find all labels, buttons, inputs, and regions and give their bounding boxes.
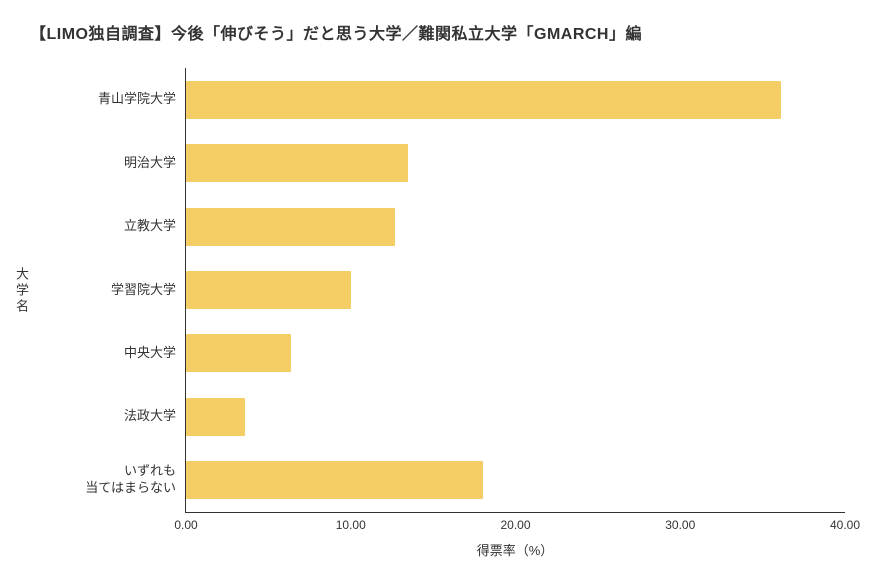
chart-row: 青山学院大学: [98, 68, 845, 131]
x-tick-label: 30.00: [665, 518, 696, 532]
chart-row: 立教大学: [124, 195, 845, 258]
bar: [186, 270, 351, 309]
x-tick-label: 0.00: [174, 518, 198, 532]
category-label: 立教大学: [123, 218, 176, 234]
category-label: 学習院大学: [110, 281, 176, 297]
y-axis-title: 大学名: [14, 266, 29, 315]
bar: [186, 207, 396, 246]
bar-rows: 青山学院大学明治大学立教大学学習院大学中央大学法政大学いずれも 当てはまらない: [85, 68, 845, 512]
category-label: 明治大学: [123, 154, 176, 170]
category-label: 法政大学: [123, 408, 176, 424]
category-label: いずれも 当てはまらない: [85, 463, 176, 496]
chart-row: いずれも 当てはまらない: [85, 449, 845, 512]
x-axis-title: 得票率（%）: [476, 543, 554, 558]
bar: [186, 397, 246, 436]
bar: [186, 461, 483, 500]
plot-area: 青山学院大学 明治大学 立教大学 学習院大学 中央大学 法政大学 いずれも 当てはまらない …: [85, 68, 860, 532]
chart-row: 法政大学: [124, 385, 845, 448]
x-tick-label: 20.00: [500, 518, 531, 532]
chart-row: 中央大学: [124, 322, 845, 385]
category-label: 青山学院大学: [97, 91, 176, 107]
bar: [186, 144, 409, 183]
category-label: 中央大学: [123, 344, 176, 360]
x-axis-ticks: 0.00 10.00 20.00 30.00 40.00: [174, 512, 860, 532]
x-tick-label: 40.00: [829, 518, 861, 532]
bar: [186, 80, 781, 119]
x-tick-label: 10.00: [335, 518, 366, 532]
chart-title: 【LIMO独自調査】今後「伸びそう」だと思う大学／難関私立大学「GMARCH」編: [30, 26, 642, 43]
bar: [186, 334, 292, 373]
chart-row: 学習院大学: [111, 258, 845, 321]
chart-row: 明治大学: [124, 131, 845, 194]
